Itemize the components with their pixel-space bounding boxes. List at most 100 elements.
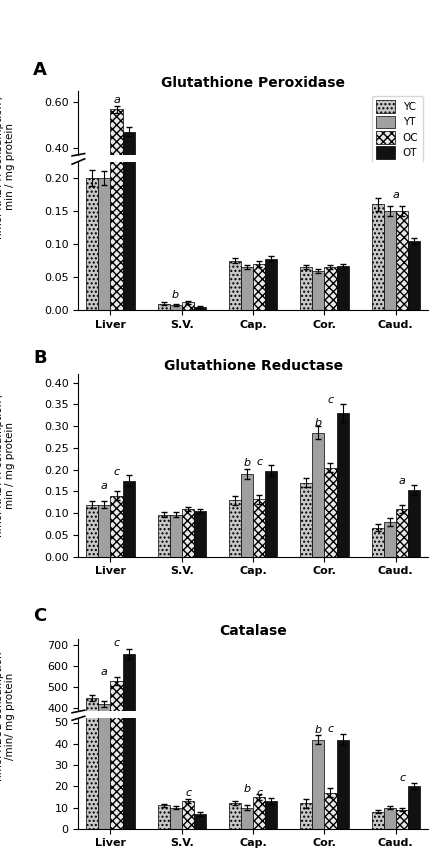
Bar: [123, 0, 135, 829]
Bar: [158, 303, 170, 310]
Bar: [86, 505, 99, 557]
Text: c: c: [114, 638, 120, 648]
Bar: [265, 790, 277, 792]
Text: a: a: [113, 94, 121, 105]
Bar: [324, 267, 336, 310]
Text: c: c: [256, 788, 263, 798]
Bar: [99, 194, 111, 239]
Bar: [253, 797, 265, 829]
Text: c: c: [256, 456, 263, 467]
Bar: [194, 511, 206, 557]
Bar: [300, 803, 312, 829]
Bar: [265, 258, 277, 310]
Bar: [396, 211, 408, 310]
Bar: [229, 803, 241, 829]
Text: c: c: [185, 788, 191, 798]
Bar: [408, 788, 420, 792]
Bar: [336, 784, 349, 792]
Bar: [182, 303, 194, 310]
Bar: [86, 178, 99, 310]
Bar: [241, 790, 253, 792]
Bar: [182, 509, 194, 557]
Bar: [111, 0, 123, 310]
Bar: [396, 809, 408, 829]
Bar: [324, 224, 336, 239]
Text: c: c: [328, 724, 334, 734]
Bar: [253, 223, 265, 239]
Bar: [253, 499, 265, 557]
Bar: [123, 654, 135, 792]
Bar: [408, 241, 420, 310]
Bar: [383, 808, 396, 829]
Bar: [99, 505, 111, 557]
Bar: [312, 225, 324, 239]
Text: b: b: [243, 784, 250, 794]
Bar: [408, 490, 420, 557]
Bar: [170, 808, 182, 829]
Bar: [300, 483, 312, 557]
Bar: [111, 681, 123, 792]
Text: a: a: [399, 476, 405, 486]
Bar: [324, 789, 336, 792]
Text: B: B: [33, 349, 47, 367]
Bar: [253, 264, 265, 310]
Text: b: b: [243, 457, 250, 468]
Text: nmol NADPH consumption /
min / mg protein: nmol NADPH consumption / min / mg protei…: [0, 394, 15, 537]
Bar: [86, 0, 99, 829]
Bar: [123, 0, 135, 310]
Bar: [229, 222, 241, 239]
Bar: [241, 224, 253, 239]
Bar: [324, 792, 336, 829]
Bar: [383, 205, 396, 239]
Title: Glutathione Peroxidase: Glutathione Peroxidase: [161, 76, 345, 90]
Text: c: c: [399, 773, 405, 783]
Text: C: C: [33, 607, 46, 625]
Bar: [229, 261, 241, 310]
Bar: [170, 514, 182, 557]
Bar: [312, 270, 324, 310]
Bar: [253, 789, 265, 792]
Bar: [336, 740, 349, 829]
Bar: [111, 109, 123, 239]
Bar: [408, 786, 420, 829]
Title: Glutathione Reductase: Glutathione Reductase: [164, 359, 343, 373]
Bar: [383, 790, 396, 792]
Bar: [170, 790, 182, 792]
Bar: [158, 236, 170, 239]
Bar: [371, 205, 383, 310]
Bar: [111, 496, 123, 557]
Bar: [123, 480, 135, 557]
Bar: [383, 211, 396, 310]
Text: b: b: [314, 418, 322, 428]
Bar: [396, 509, 408, 557]
Bar: [99, 0, 111, 829]
Text: c: c: [114, 468, 120, 477]
Bar: [229, 790, 241, 792]
Bar: [241, 267, 253, 310]
Bar: [182, 801, 194, 829]
Bar: [182, 236, 194, 239]
Bar: [336, 224, 349, 239]
Bar: [371, 812, 383, 829]
Bar: [324, 468, 336, 557]
Bar: [265, 221, 277, 239]
Bar: [194, 307, 206, 310]
Bar: [396, 205, 408, 239]
Bar: [265, 471, 277, 557]
Bar: [194, 238, 206, 239]
Text: nmol H2O2 consumption
/min/ mg protein: nmol H2O2 consumption /min/ mg protein: [0, 651, 15, 780]
Text: a: a: [101, 481, 108, 491]
Bar: [371, 202, 383, 239]
Text: b: b: [172, 291, 179, 300]
Bar: [371, 528, 383, 557]
Legend: YC, YT, OC, OT: YC, YT, OC, OT: [371, 96, 422, 163]
Bar: [170, 305, 182, 310]
Bar: [158, 514, 170, 557]
Text: c: c: [328, 395, 334, 405]
Bar: [194, 790, 206, 792]
Bar: [383, 522, 396, 557]
Title: Catalase: Catalase: [219, 624, 287, 638]
Text: A: A: [33, 61, 47, 79]
Text: a: a: [392, 190, 399, 200]
Bar: [86, 194, 99, 239]
